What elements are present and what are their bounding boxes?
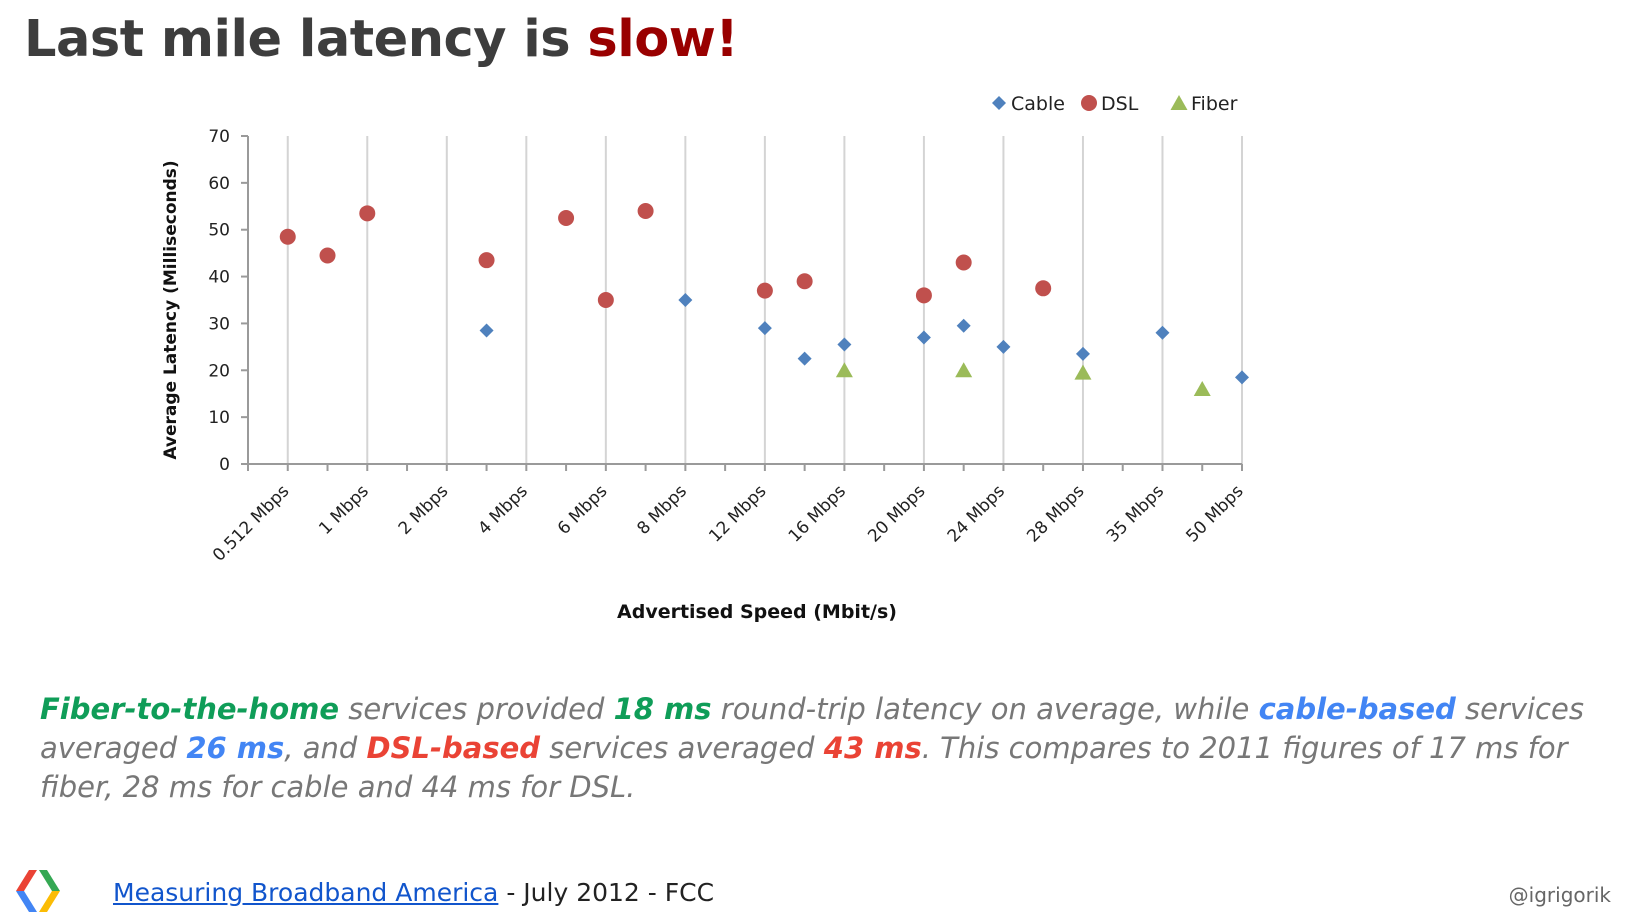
cable-point [996, 339, 1011, 354]
caption-segment: . This compares to 2011 figures of 17 ms… [40, 731, 1568, 804]
y-axis-label: Average Latency (Milliseconds) [161, 160, 181, 459]
chart-axes [241, 135, 1243, 471]
dsl-point [359, 205, 376, 222]
caption-segment: services provided [339, 692, 614, 726]
legend-dsl-label: DSL [1101, 93, 1139, 115]
legend-cable-label: Cable [1011, 93, 1065, 115]
cable-point [1075, 346, 1090, 361]
cable-point [757, 321, 772, 336]
latency-scatter-chart: 0 10 20 30 40 50 60 70 0.512 Mbps 1 Mbps 2 Mbps 4 M… [161, 93, 1249, 623]
caption-text: Fiber-to-the-home services provided 18 m… [40, 690, 1600, 807]
author-handle: @igrigorik [1508, 883, 1611, 907]
dsl-point [1035, 280, 1052, 297]
footer-source-details: - July 2012 - FCC [498, 878, 715, 907]
x-tick-label: 16 Mbps [785, 481, 850, 546]
cable-point [797, 351, 812, 366]
dsl-point [955, 254, 972, 271]
y-tick-label: 10 [208, 408, 230, 428]
chart-points [279, 202, 1249, 397]
x-tick-label: 50 Mbps [1182, 481, 1247, 546]
x-tick-label: 4 Mbps [474, 481, 532, 539]
caption-dsl-value: 43 ms [823, 731, 922, 765]
x-axis-label: Advertised Speed (Mbit/s) [617, 601, 897, 623]
legend-fiber-label: Fiber [1191, 93, 1238, 115]
caption-fiber-highlight: Fiber-to-the-home [40, 692, 340, 726]
dsl-point [796, 273, 813, 290]
legend-dsl-marker [1081, 95, 1097, 111]
caption-dsl-highlight: DSL-based [366, 731, 541, 765]
dsl-point [478, 252, 495, 269]
caption-segment: , and [284, 731, 367, 765]
y-tick-label: 0 [219, 455, 230, 475]
y-tick-label: 60 [208, 174, 230, 194]
fiber-point [1193, 381, 1211, 397]
cable-point [956, 318, 971, 333]
dsl-point [558, 210, 575, 226]
source-link[interactable]: Measuring Broadband America [113, 878, 499, 907]
dsl-point [756, 282, 773, 299]
caption-segment: services averaged [540, 731, 824, 765]
cable-point [479, 323, 494, 338]
chart-legend: Cable DSL Fiber [992, 93, 1238, 115]
x-tick-label: 35 Mbps [1103, 481, 1168, 546]
dsl-point [637, 202, 654, 219]
cable-point [837, 337, 852, 352]
caption-fiber-value: 18 ms [613, 692, 712, 726]
slide-title: Last mile latency is slow! [24, 10, 739, 69]
chart-grid [286, 136, 1243, 464]
dsl-point [319, 247, 336, 264]
chart-tick-labels: 0 10 20 30 40 50 60 70 0.512 Mbps 1 Mbps 2 Mbps 4 M… [208, 127, 1247, 566]
caption-segment: services averaged [40, 692, 1584, 765]
cable-point [1235, 370, 1249, 385]
caption-segment: round-trip latency on average, while [711, 692, 1259, 726]
x-tick-label: 28 Mbps [1023, 481, 1088, 546]
y-tick-label: 20 [208, 361, 230, 381]
cable-point [916, 330, 931, 345]
y-tick-label: 30 [208, 314, 230, 334]
caption-cable-value: 26 ms [186, 731, 285, 765]
legend-fiber-marker [1170, 95, 1188, 110]
google-developers-logo-icon [16, 870, 60, 912]
slide-title-main: Last mile latency is [24, 10, 588, 69]
legend-cable-marker [992, 96, 1006, 110]
x-tick-label: 20 Mbps [864, 481, 929, 546]
slide-title-accent: slow! [587, 10, 739, 69]
dsl-point [279, 228, 296, 245]
caption-cable-highlight: cable-based [1258, 692, 1456, 726]
cable-point [678, 293, 693, 307]
fiber-point [835, 362, 853, 378]
fiber-point [1074, 364, 1092, 380]
footer-source: Measuring Broadband America - July 2012 … [113, 878, 714, 907]
x-tick-label: 0.512 Mbps [209, 481, 293, 565]
y-tick-label: 50 [208, 221, 230, 241]
y-tick-label: 70 [208, 127, 230, 147]
x-tick-label: 2 Mbps [395, 481, 453, 539]
x-tick-label: 1 Mbps [315, 481, 373, 539]
cable-point [1155, 325, 1170, 340]
dsl-point [915, 287, 932, 304]
x-tick-label: 6 Mbps [554, 481, 612, 539]
x-tick-label: 12 Mbps [705, 481, 770, 546]
y-tick-label: 40 [208, 268, 230, 288]
x-tick-label: 8 Mbps [633, 481, 691, 539]
fiber-point [955, 362, 973, 378]
dsl-point [597, 292, 614, 308]
x-tick-label: 24 Mbps [944, 481, 1009, 546]
